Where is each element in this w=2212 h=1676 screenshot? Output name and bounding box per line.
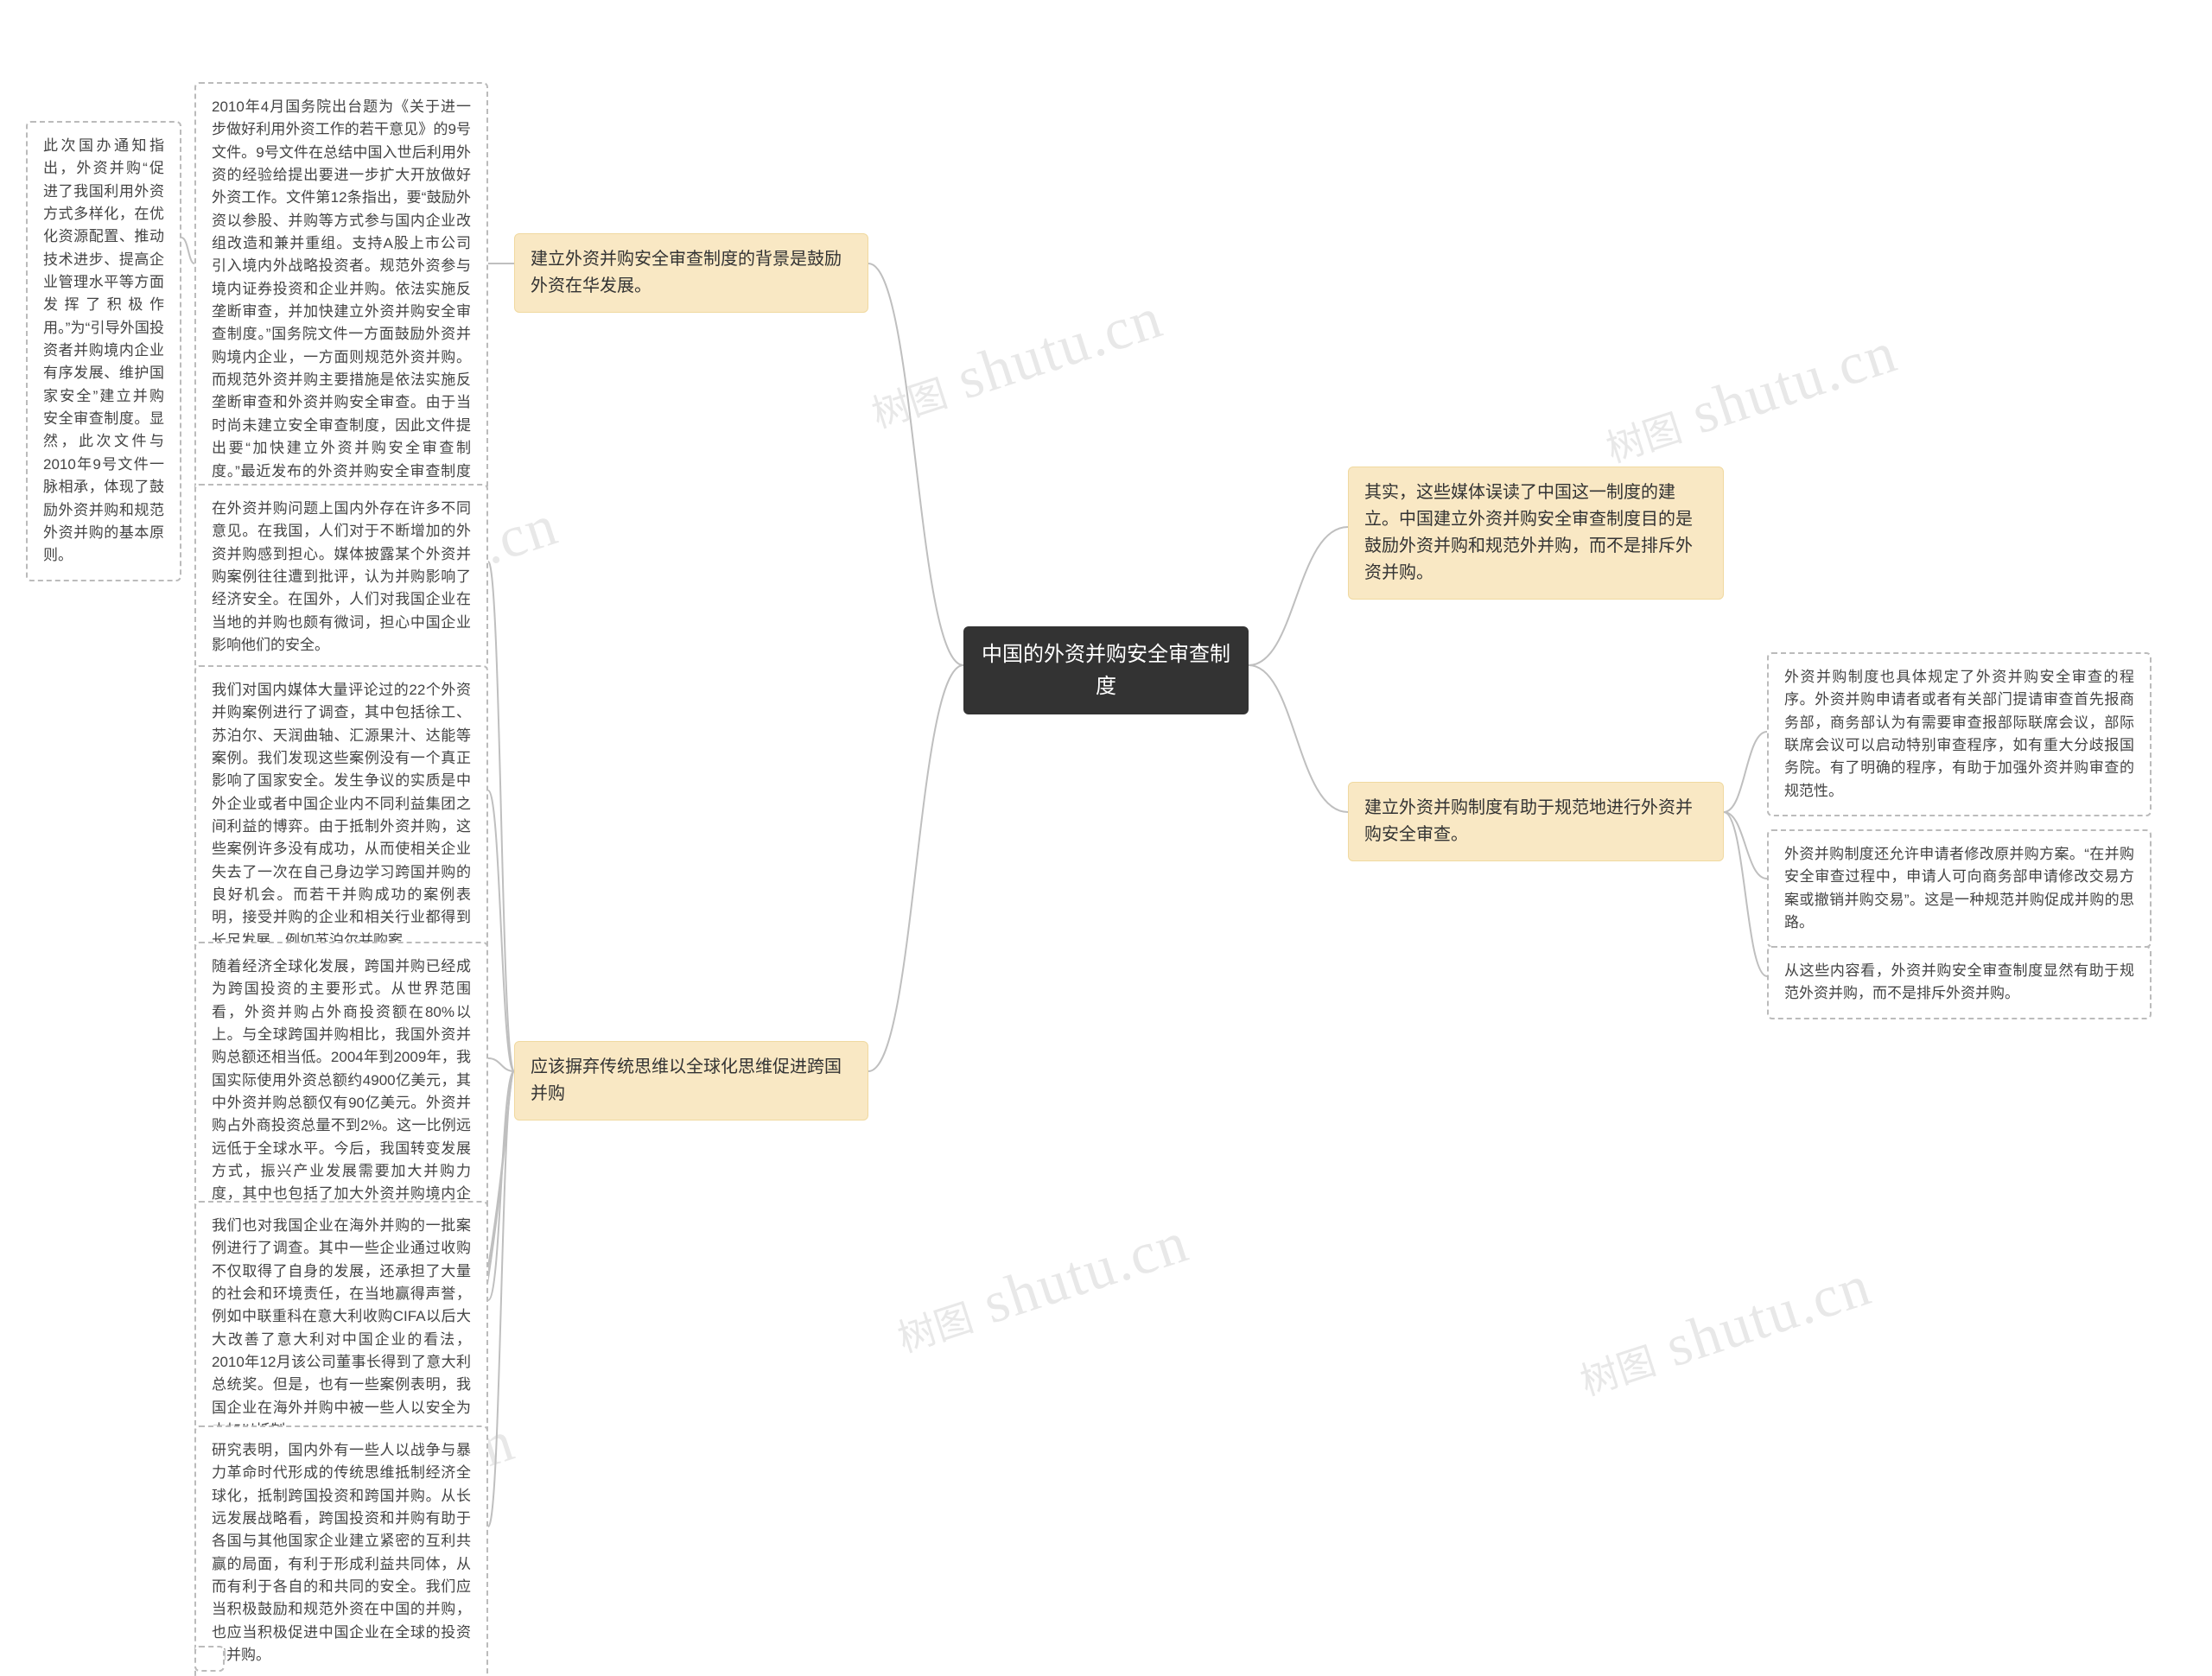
- connector: [1249, 527, 1348, 665]
- watermark: 树图 shutu.cn: [887, 1208, 1197, 1367]
- connector: [1724, 812, 1767, 879]
- leaf-doc9-2010[interactable]: 2010年4月国务院出台题为《关于进一步做好利用外资工作的若干意见》的9号文件。…: [194, 82, 488, 519]
- connector: [488, 790, 514, 1071]
- watermark: 树图 shutu.cn: [1569, 1251, 1879, 1410]
- watermark: 树图 shutu.cn: [1595, 318, 1905, 477]
- leaf-research[interactable]: 研究表明，国内外有一些人以战争与暴力革命时代形成的传统思维抵制经济全球化，抵制跨…: [194, 1425, 488, 1676]
- connector: [488, 1071, 514, 1527]
- branch-background[interactable]: 建立外资并购安全审查制度的背景是鼓励外资在华发展。: [514, 233, 868, 313]
- connector: [488, 1058, 514, 1071]
- leaf-22cases[interactable]: 我们对国内媒体大量评论过的22个外资并购案例进行了调查，其中包括徐工、苏泊尔、天…: [194, 665, 488, 966]
- center-node[interactable]: 中国的外资并购安全审查制度: [963, 626, 1249, 714]
- connector: [488, 1071, 514, 1300]
- connector: [1249, 665, 1348, 812]
- branch-globalthinking[interactable]: 应该摒弃传统思维以全球化思维促进跨国并购: [514, 1041, 868, 1121]
- watermark: 树图 shutu.cn: [861, 283, 1171, 442]
- connector: [1724, 732, 1767, 812]
- branch-misread[interactable]: 其实，这些媒体误读了中国这一制度的建立。中国建立外资并购安全审查制度目的是鼓励外…: [1348, 467, 1724, 600]
- leaf-procedure[interactable]: 外资并购制度也具体规定了外资并购安全审查的程序。外资并购申请者或者有关部门提请审…: [1767, 652, 2152, 816]
- leaf-overseas-cases[interactable]: 我们也对我国企业在海外并购的一批案例进行了调查。其中一些企业通过收购不仅取得了自…: [194, 1201, 488, 1456]
- leaf-notice-summary[interactable]: 此次国办通知指出，外资并购“促进了我国利用外资方式多样化，在优化资源配置、推动技…: [26, 121, 181, 581]
- branch-regulation[interactable]: 建立外资并购制度有助于规范地进行外资并购安全审查。: [1348, 782, 1724, 861]
- leaf-conclusion[interactable]: 从这些内容看，外资并购安全审查制度显然有助于规范外资并购，而不是排斥外资并购。: [1767, 946, 2152, 1019]
- empty-leaf-1[interactable]: [194, 1646, 225, 1672]
- connector: [868, 665, 963, 1071]
- leaf-globalization[interactable]: 随着经济全球化发展，跨国并购已经成为跨国投资的主要形式。从世界范围看，外资并购占…: [194, 942, 488, 1242]
- leaf-opinions[interactable]: 在外资并购问题上国内外存在许多不同意见。在我国，人们对于不断增加的外资并购感到担…: [194, 484, 488, 670]
- connector: [1724, 812, 1767, 976]
- connector: [488, 562, 514, 1071]
- mindmap-canvas: 树图 shutu.cn 树图 shutu.cn 树图 shutu.cn 树图 shut…: [0, 0, 2212, 1676]
- leaf-modify-plan[interactable]: 外资并购制度还允许申请者修改原并购方案。“在并购安全审查过程中，申请人可向商务部…: [1767, 829, 2152, 948]
- connector: [181, 238, 194, 263]
- connector: [868, 263, 963, 665]
